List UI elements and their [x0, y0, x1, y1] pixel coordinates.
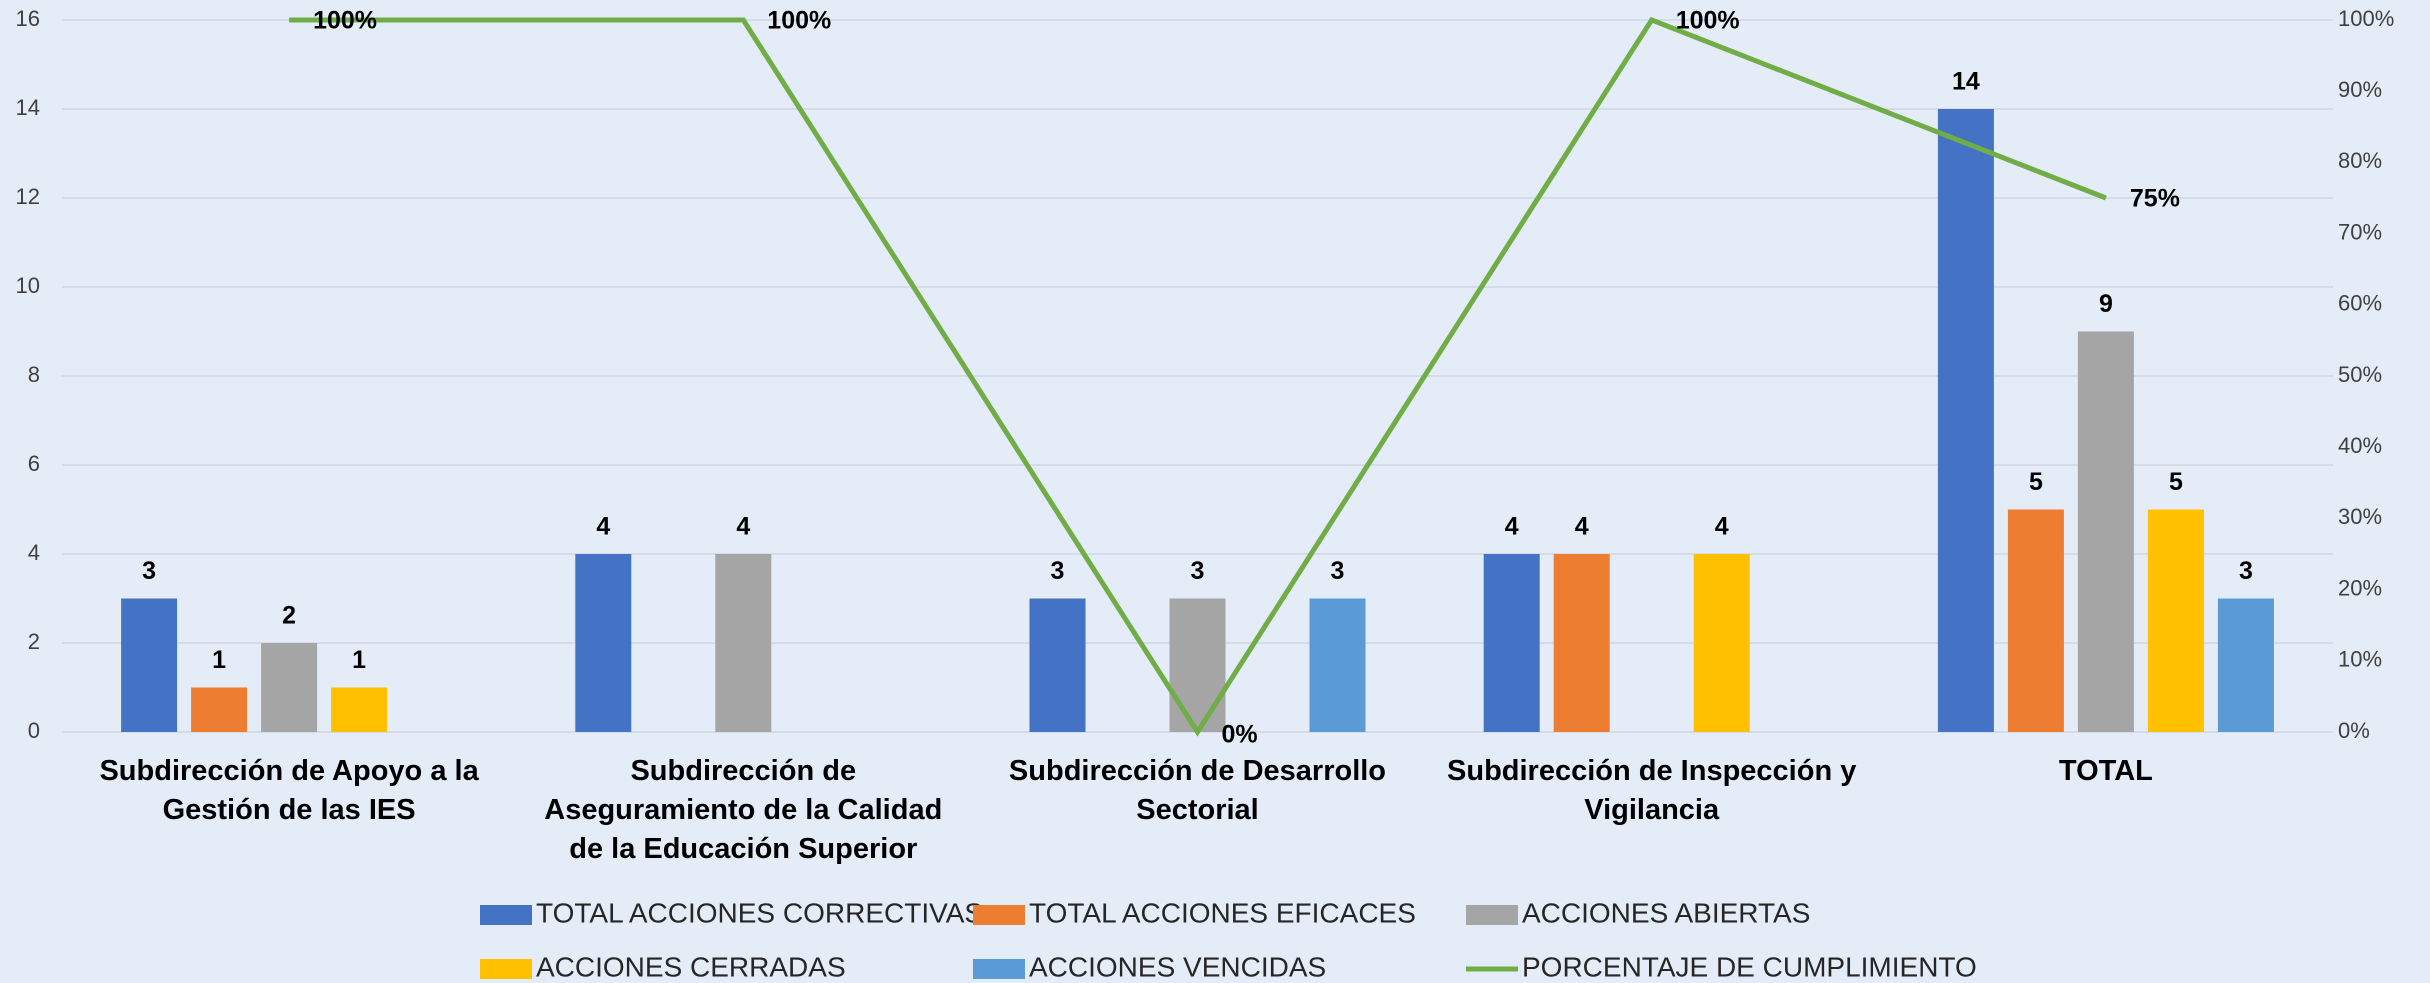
x-label-box: Subdirección de Inspección y Vigilancia [1447, 755, 1857, 826]
bar [575, 554, 632, 732]
line-label: 0% [1222, 721, 1258, 749]
bar [1029, 598, 1086, 732]
legend-label: TOTAL ACCIONES CORRECTIVAS [536, 897, 983, 928]
y2-tick-label: 80% [2338, 148, 2382, 173]
bar [331, 687, 388, 732]
bar [2077, 331, 2134, 732]
legend-label: TOTAL ACCIONES EFICACES [1029, 897, 1416, 928]
data-label: 3 [142, 557, 156, 585]
data-label: 3 [1051, 557, 1065, 585]
y2-tick-label: 90% [2338, 77, 2382, 102]
bar [715, 554, 772, 732]
x-label-box: Subdirección de Aseguramiento de la Cali… [544, 755, 943, 865]
bar [1169, 598, 1226, 732]
bar [121, 598, 178, 732]
data-label: 5 [2029, 468, 2043, 496]
y-tick-label: 6 [28, 451, 40, 476]
data-label: 2 [282, 602, 296, 630]
x-tick-label: Subdirección de Apoyo a la Gestión de la… [99, 755, 479, 826]
y2-tick-label: 20% [2338, 575, 2382, 600]
data-label: 9 [2099, 290, 2113, 318]
data-label: 1 [212, 646, 226, 674]
data-label: 4 [1505, 513, 1519, 541]
legend-label: ACCIONES ABIERTAS [1522, 897, 1810, 928]
y2-tick-label: 30% [2338, 504, 2382, 529]
y-tick-label: 12 [16, 184, 40, 209]
data-label: 3 [2239, 557, 2253, 585]
y-tick-label: 0 [28, 718, 40, 743]
x-tick-label: Subdirección de Desarrollo Sectorial [1008, 755, 1387, 826]
bar [1483, 554, 1540, 732]
data-label: 1 [352, 646, 366, 674]
legend-swatch [973, 905, 1025, 925]
line [289, 16, 2107, 737]
bar [1693, 554, 1750, 732]
y-tick-label: 10 [16, 273, 40, 298]
bar [2007, 509, 2064, 732]
y2-tick-label: 0% [2338, 718, 2370, 743]
x-tick-label: Subdirección de Aseguramiento de la Cali… [544, 755, 943, 865]
bar [1937, 109, 1994, 732]
legend-label: ACCIONES CERRADAS [536, 951, 846, 982]
legend-label: PORCENTAJE DE CUMPLIMIENTO [1522, 951, 1977, 982]
data-label: 3 [1191, 557, 1205, 585]
line-label: 75% [2130, 185, 2180, 213]
y2-tick-label: 40% [2338, 433, 2382, 458]
y-tick-label: 4 [28, 540, 40, 565]
y2-tick-label: 10% [2338, 647, 2382, 672]
y2-tick-label: 100% [2338, 6, 2394, 31]
x-tick-label: TOTAL [2058, 755, 2153, 787]
x-label-box: Subdirección de Desarrollo Sectorial [1008, 755, 1387, 826]
legend-swatch [973, 959, 1025, 979]
x-tick-label: Subdirección de Inspección y Vigilancia [1447, 755, 1857, 826]
line-label: 100% [1676, 7, 1740, 35]
legend-swatch [1466, 905, 1518, 925]
bar [191, 687, 248, 732]
y-tick-label: 2 [28, 629, 40, 654]
data-label: 4 [736, 513, 750, 541]
x-label-box: TOTAL [2058, 755, 2153, 787]
data-label: 4 [1575, 513, 1589, 541]
bar [261, 643, 318, 732]
legend-swatch [480, 959, 532, 979]
data-label: 3 [1331, 557, 1345, 585]
legend-swatch [480, 905, 532, 925]
line-label: 100% [767, 7, 831, 35]
data-label: 4 [596, 513, 610, 541]
y-tick-label: 16 [16, 6, 40, 31]
x-label-box: Subdirección de Apoyo a la Gestión de la… [99, 755, 479, 826]
y2-tick-label: 50% [2338, 362, 2382, 387]
legend-label: ACCIONES VENCIDAS [1029, 951, 1326, 982]
bar [1553, 554, 1610, 732]
data-label: 5 [2169, 468, 2183, 496]
y2-tick-label: 70% [2338, 219, 2382, 244]
bar [1309, 598, 1366, 732]
y-tick-label: 14 [16, 95, 40, 120]
data-label: 4 [1715, 513, 1729, 541]
bar [2217, 598, 2274, 732]
bar [2147, 509, 2204, 732]
line-label: 100% [313, 7, 377, 35]
y2-tick-label: 60% [2338, 291, 2382, 316]
data-label: 14 [1952, 68, 1980, 96]
y-tick-label: 8 [28, 362, 40, 387]
